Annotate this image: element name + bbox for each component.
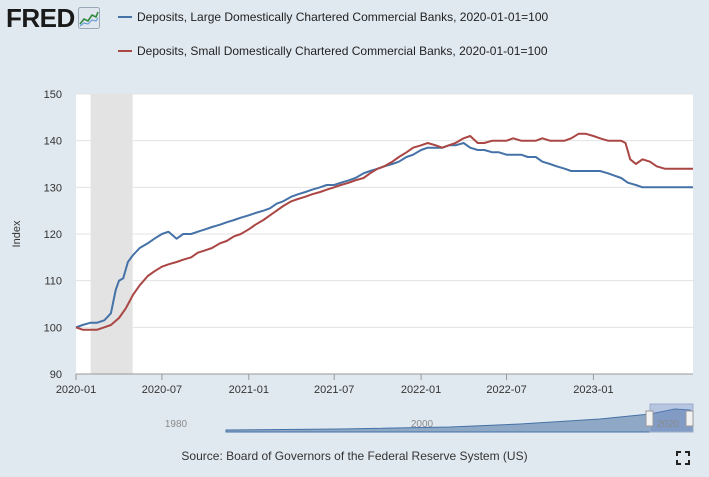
y-tick-label-130: 130: [44, 182, 62, 194]
y-tick-label-90: 90: [50, 369, 62, 381]
y-axis-label: Index: [11, 220, 23, 247]
data-series: [75, 132, 693, 331]
navigator-handle-right: [685, 410, 694, 427]
y-axis: 90 100 110 120 130 140 150: [44, 89, 62, 381]
x-tick-label-2020-07: 2020-07: [142, 384, 182, 396]
x-tick-label-2022-07: 2022-07: [486, 384, 526, 396]
x-tick-label-2022-01: 2022-01: [401, 384, 441, 396]
legend-label-large-banks: Deposits, Large Domestically Chartered C…: [137, 10, 549, 24]
x-tick-label-2023-01: 2023-01: [573, 384, 613, 396]
recession-shading: [90, 94, 133, 374]
source-note: Source: Board of Governors of the Federa…: [181, 449, 528, 463]
fred-logo-chart-icon: [77, 7, 100, 29]
navigator-handle-left: [645, 410, 654, 427]
y-tick-label-120: 120: [44, 229, 62, 241]
chart-svg: 90 100 110 120 130 140 150 2020-01 2020-07 2021-…: [11, 89, 694, 433]
legend-swatch-small-banks: [118, 50, 132, 52]
legend-item-large-banks[interactable]: Deposits, Large Domestically Chartered C…: [118, 10, 548, 24]
y-tick-label-110: 110: [44, 276, 62, 288]
series-line-1: [75, 132, 693, 331]
legend-item-small-banks[interactable]: Deposits, Small Domestically Chartered C…: [118, 44, 548, 58]
legend-label-small-banks: Deposits, Small Domestically Chartered C…: [137, 44, 548, 58]
fred-logo-text: FRED: [6, 3, 75, 33]
fred-logo[interactable]: FRED: [6, 4, 100, 32]
navigator-label-2020: 2020: [657, 419, 680, 430]
fullscreen-icon[interactable]: [676, 451, 690, 465]
navigator-label-2000: 2000: [411, 419, 434, 430]
recession-band-0: [90, 94, 133, 374]
navigator[interactable]: 1980 2000 2020: [76, 403, 694, 433]
navigator-label-1980: 1980: [165, 419, 188, 430]
y-tick-label-140: 140: [44, 136, 62, 148]
x-axis: 2020-01 2020-07 2021-01 2021-07 2022-01 2022-…: [56, 373, 693, 396]
legend-swatch-large-banks: [118, 16, 132, 18]
x-tick-label-2021-07: 2021-07: [314, 384, 354, 396]
y-tick-label-100: 100: [44, 322, 62, 334]
x-tick-label-2020-01: 2020-01: [56, 384, 96, 396]
x-tick-label-2021-01: 2021-01: [229, 384, 269, 396]
y-tick-label-150: 150: [44, 89, 62, 101]
